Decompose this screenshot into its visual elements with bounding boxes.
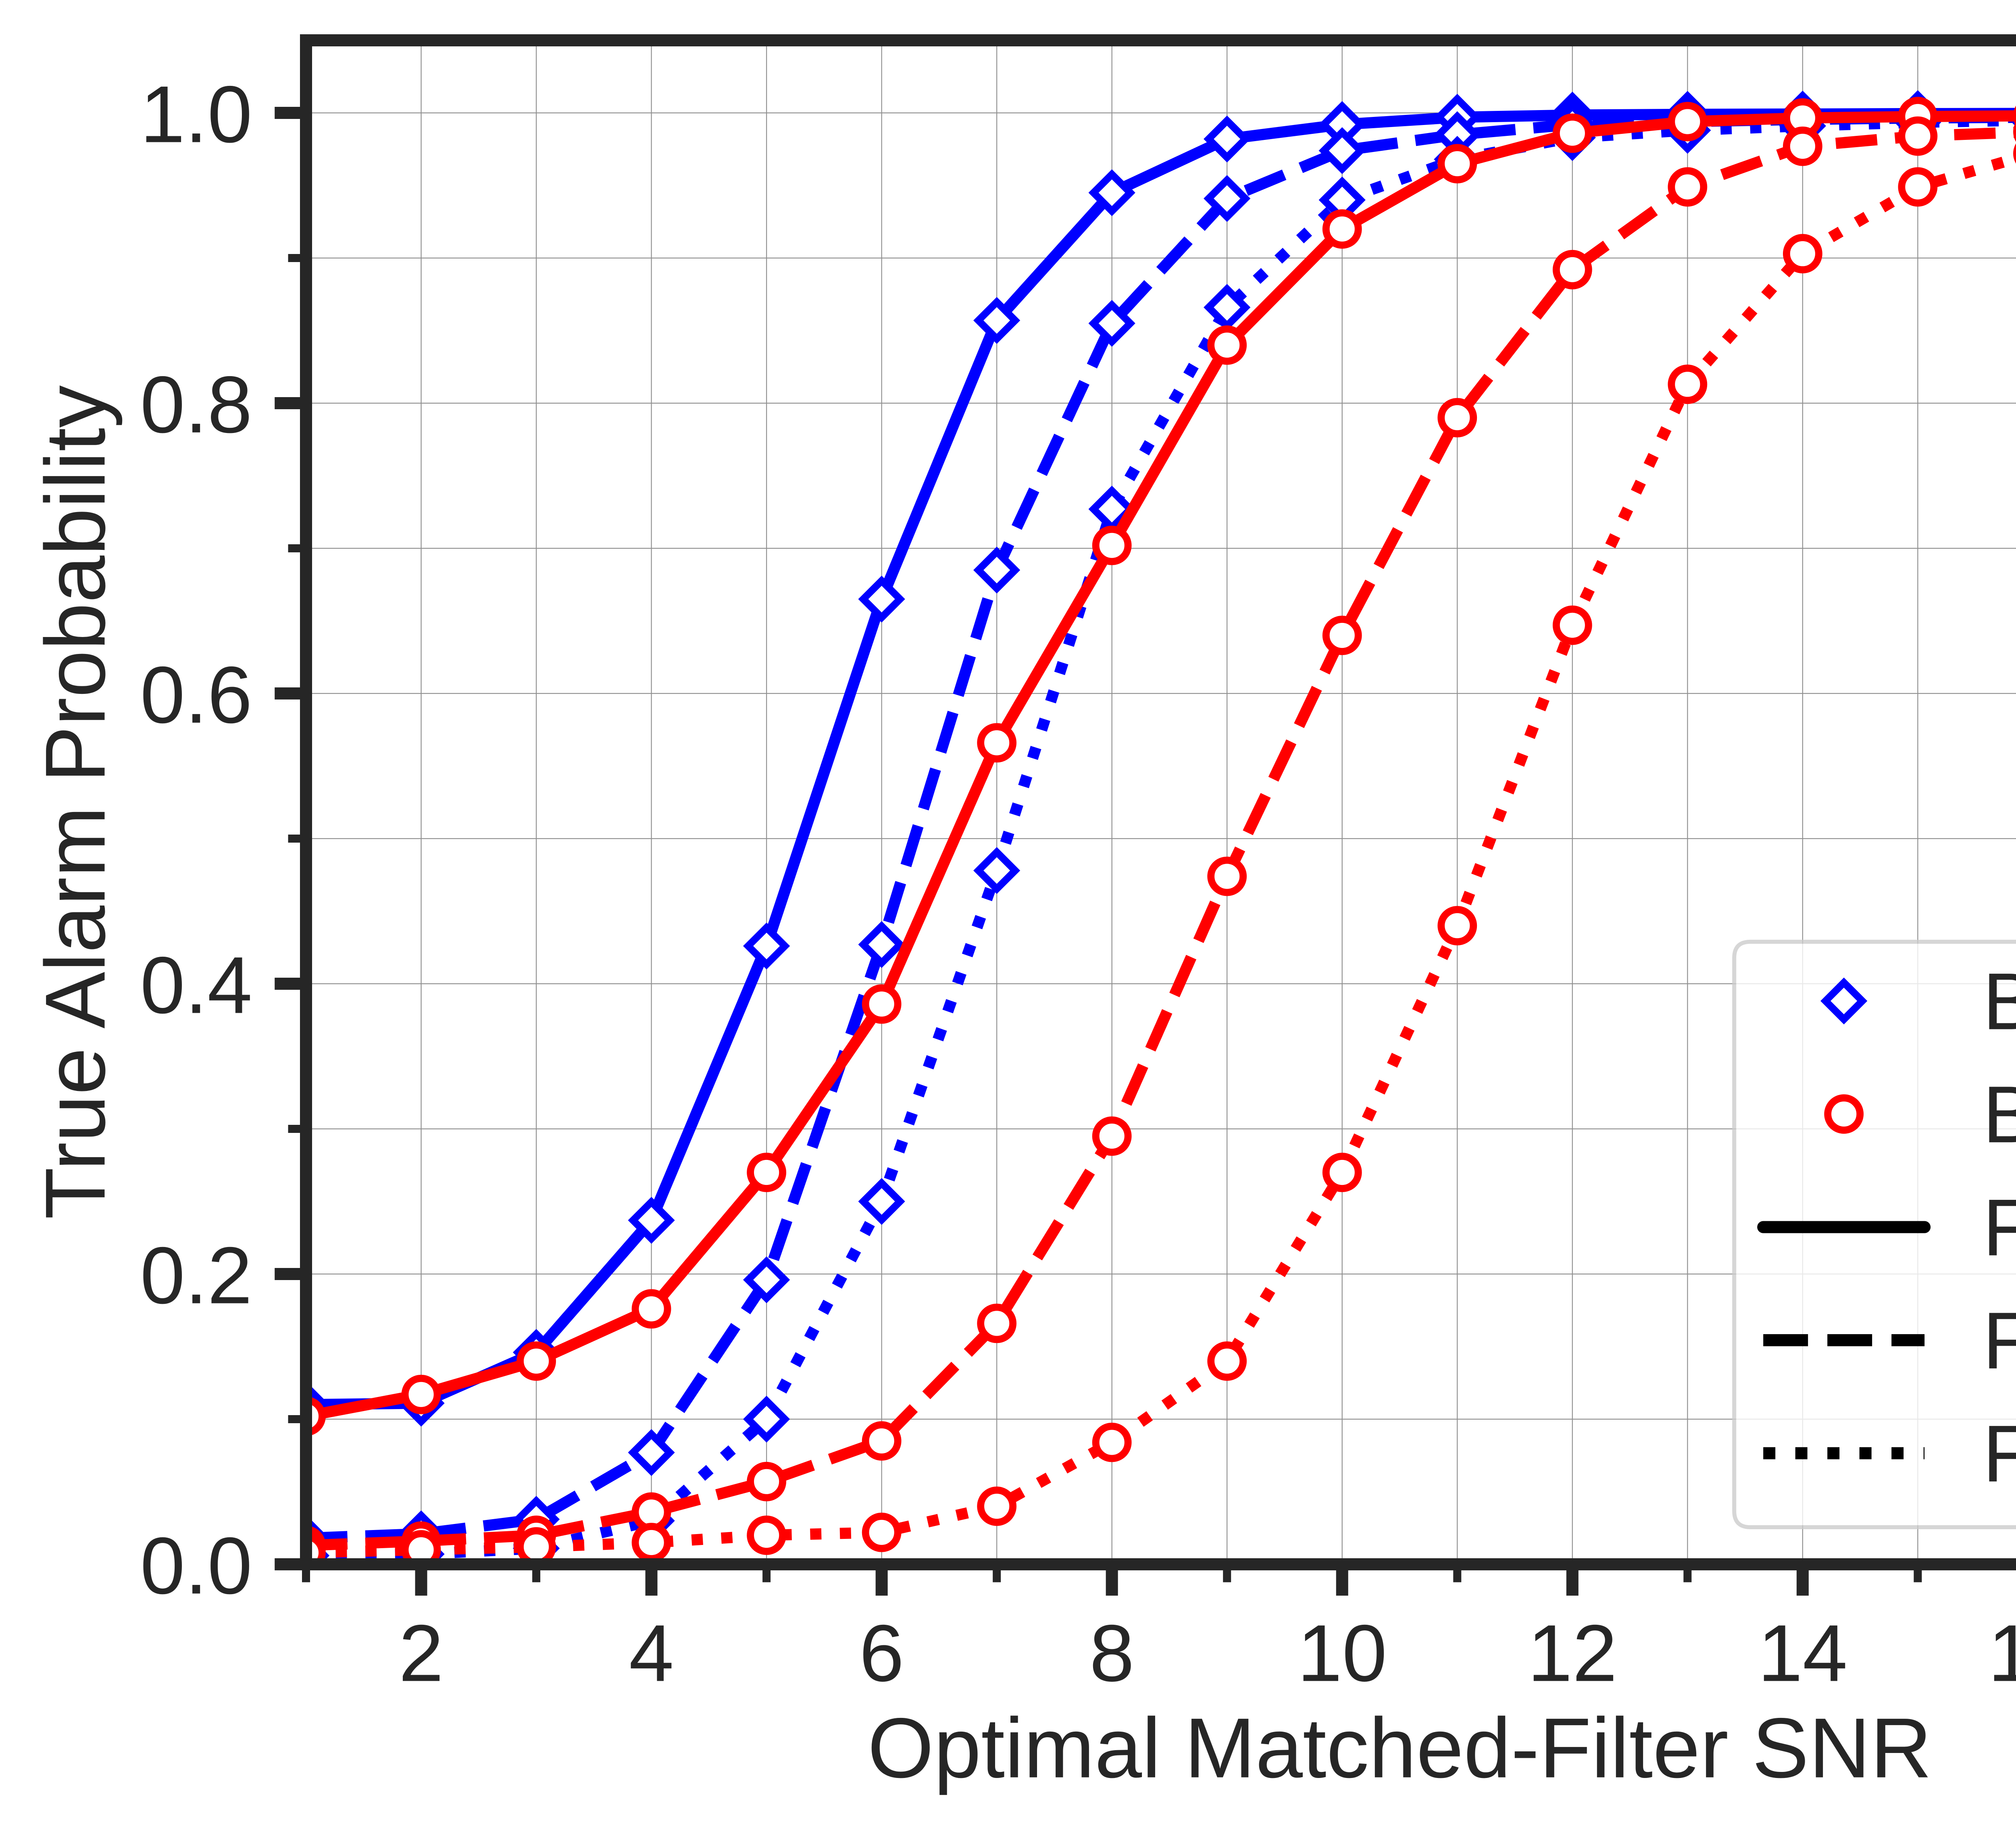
svg-text:0.4: 0.4 [140, 940, 252, 1030]
svg-text:4: 4 [629, 1608, 674, 1698]
svg-text:12: 12 [1528, 1608, 1617, 1698]
svg-text:2: 2 [399, 1608, 444, 1698]
svg-text:0.0: 0.0 [140, 1521, 252, 1611]
svg-text:True Alarm Probability: True Alarm Probability [27, 385, 123, 1219]
svg-text:FAP = 0.01: FAP = 0.01 [1983, 1296, 2016, 1386]
svg-text:0.2: 0.2 [140, 1230, 252, 1320]
svg-text:8: 8 [1089, 1608, 1134, 1698]
svg-text:0.6: 0.6 [140, 650, 252, 740]
svg-text:6: 6 [859, 1608, 904, 1698]
svg-text:Optimal Matched-Filter SNR: Optimal Matched-Filter SNR [868, 1700, 1932, 1795]
svg-text:0.8: 0.8 [140, 360, 252, 450]
svg-text:14: 14 [1758, 1608, 1847, 1698]
svg-text:BBH signal: BBH signal [1983, 957, 2016, 1047]
svg-text:1.0: 1.0 [140, 69, 252, 159]
svg-text:10: 10 [1297, 1608, 1387, 1698]
svg-text:BNS signal: BNS signal [1983, 1070, 2016, 1160]
svg-text:FAP = 0.1: FAP = 0.1 [1983, 1183, 2016, 1273]
svg-text:16: 16 [1988, 1608, 2016, 1698]
svg-text:FAP = 0.001: FAP = 0.001 [1983, 1409, 2016, 1499]
